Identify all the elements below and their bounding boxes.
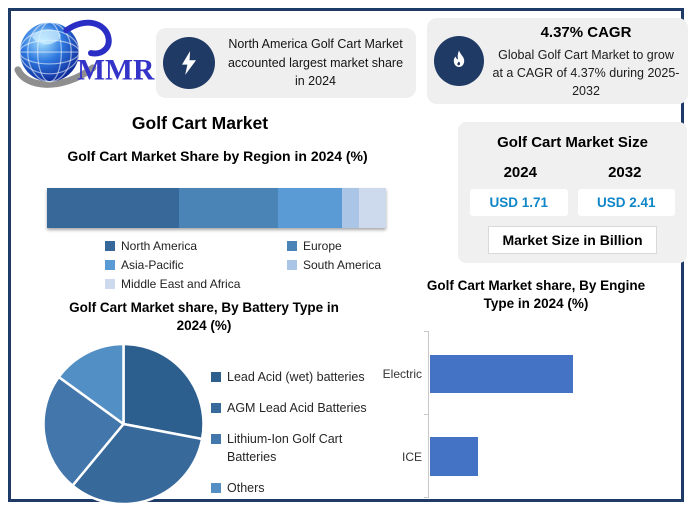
legend-marker — [105, 260, 115, 270]
market-size-title: Golf Cart Market Size — [497, 134, 648, 151]
market-size-unit-note: Market Size in Billion — [488, 226, 657, 254]
battery-legend-item: Others — [211, 479, 393, 497]
region-segment-1 — [179, 188, 278, 228]
region-segment-3 — [341, 188, 359, 228]
battery-legend: Lead Acid (wet) batteries AGM Lead Acid B… — [211, 368, 393, 510]
legend-marker — [211, 434, 221, 444]
axis-tick — [424, 414, 428, 415]
engine-category-label-ice: ICE — [401, 449, 422, 464]
pie-slice-3 — [57, 342, 125, 426]
cagr-title: 4.37% CAGR — [540, 23, 632, 41]
callout-north-america-text: North America Golf Cart Market accounted… — [227, 36, 404, 89]
battery-legend-item: AGM Lead Acid Batteries — [211, 399, 393, 417]
market-size-panel: Golf Cart Market Size 2024 2032 USD 1.71… — [458, 122, 687, 263]
region-segment-2 — [277, 188, 342, 228]
region-legend-item: Middle East and Africa — [105, 277, 287, 291]
legend-marker — [211, 483, 221, 493]
year-2032-label: 2032 — [608, 164, 642, 181]
legend-label: Asia-Pacific — [121, 258, 184, 272]
legend-label: Lithium-Ion Golf Cart Batteries — [227, 432, 343, 464]
legend-marker — [287, 260, 297, 270]
engine-bar-ice — [430, 437, 478, 476]
legend-label: Middle East and Africa — [121, 277, 241, 291]
engine-category-label-electric: Electric — [382, 367, 422, 381]
logo-swoosh-gray — [14, 64, 97, 88]
callout-cagr: 4.37% CAGR Global Golf Cart Market to gr… — [427, 18, 688, 104]
callout-north-america: North America Golf Cart Market accounted… — [156, 28, 416, 98]
lightning-icon — [163, 37, 215, 89]
pie-slice-0 — [122, 342, 205, 441]
legend-label: Europe — [303, 239, 342, 253]
market-size-values: USD 1.71 USD 2.41 — [468, 189, 677, 216]
region-chart-title: Golf Cart Market Share by Region in 2024… — [67, 148, 368, 164]
legend-label: South America — [303, 258, 382, 272]
legend-label: AGM Lead Acid Batteries — [227, 401, 367, 415]
axis-tick — [424, 497, 428, 498]
flame-icon — [434, 36, 484, 86]
mmr-logo: MMR — [14, 19, 155, 88]
region-segment-0 — [47, 188, 180, 228]
region-legend-item: Asia-Pacific — [105, 258, 287, 272]
engine-y-axis — [428, 331, 429, 498]
cagr-body: Global Golf Cart Market to grow at a CAG… — [492, 48, 680, 99]
globe-landmass — [31, 29, 61, 45]
region-stacked-bar — [47, 188, 386, 228]
page-title: Golf Cart Market — [131, 113, 269, 133]
legend-marker — [211, 372, 221, 382]
legend-label: Lead Acid (wet) batteries — [227, 370, 365, 384]
battery-legend-item: Lithium-Ion Golf Cart Batteries — [211, 430, 393, 466]
year-2024-label: 2024 — [503, 164, 537, 181]
battery-pie — [42, 342, 205, 506]
legend-marker — [211, 403, 221, 413]
logo-text: MMR — [77, 55, 155, 87]
legend-label: Others — [227, 481, 265, 495]
engine-bar-electric — [430, 355, 573, 393]
region-legend-item: Europe — [287, 239, 405, 253]
value-2032: USD 2.41 — [577, 189, 675, 216]
logo-swoosh-blue — [63, 19, 112, 57]
legend-marker — [105, 279, 115, 289]
region-legend: North America Europe Asia-Pacific South Ame… — [105, 239, 405, 291]
region-legend-item: North America — [105, 239, 287, 253]
region-legend-item: South America — [287, 258, 405, 272]
callout-cagr-text: 4.37% CAGR Global Golf Cart Market to gr… — [484, 22, 688, 101]
engine-chart-title: Golf Cart Market share, By Engine Type i… — [426, 278, 646, 311]
legend-marker — [287, 241, 297, 251]
axis-tick — [424, 331, 428, 332]
region-segment-4 — [358, 188, 386, 228]
legend-label: North America — [121, 239, 198, 253]
battery-chart-title: Golf Cart Market share, By Battery Type … — [69, 300, 339, 333]
engine-chart: Electric ICE — [378, 331, 680, 499]
pie-slice-1 — [71, 422, 204, 506]
market-size-years: 2024 2032 — [468, 164, 677, 181]
battery-legend-item: Lead Acid (wet) batteries — [211, 368, 393, 386]
value-2024: USD 1.71 — [470, 189, 568, 216]
legend-marker — [105, 241, 115, 251]
pie-slice-2 — [42, 375, 125, 487]
